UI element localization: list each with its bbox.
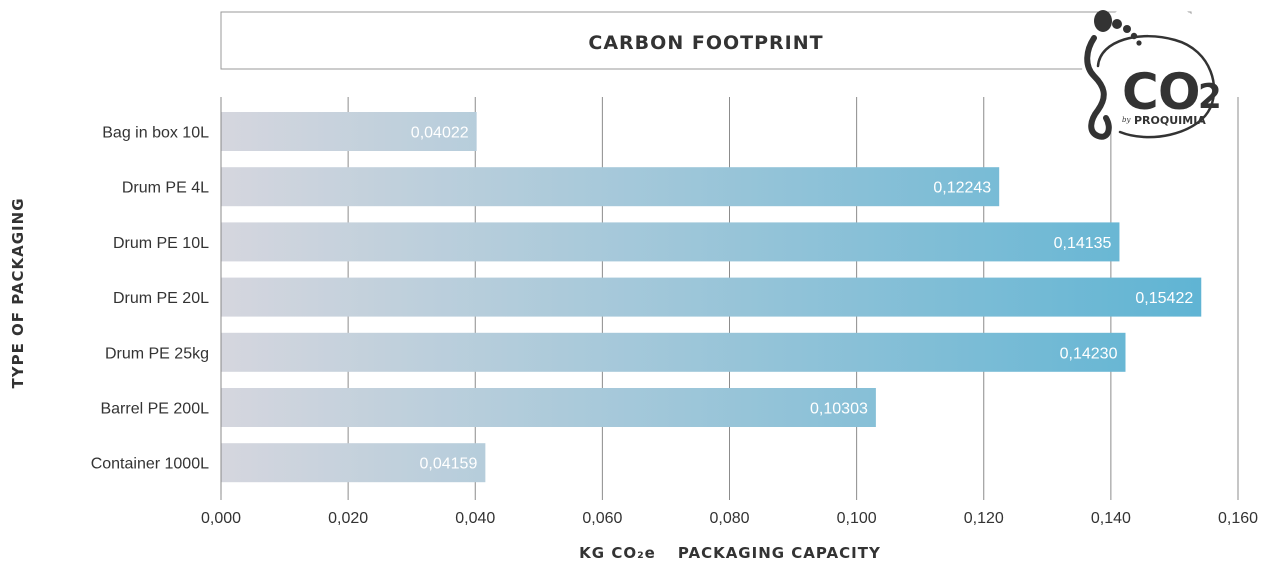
x-tick-label: 0,020 bbox=[328, 510, 368, 527]
bar bbox=[221, 443, 486, 483]
category-label: Barrel PE 200L bbox=[100, 401, 209, 418]
bar bbox=[221, 388, 876, 427]
bar bbox=[221, 332, 1126, 372]
x-tick-label: 0,120 bbox=[964, 510, 1004, 527]
bar-value-label: 0,15422 bbox=[1135, 290, 1193, 307]
proquimia-logo: C O 2 by PROQUIMIA bbox=[1082, 2, 1222, 142]
category-label: Bag in box 10L bbox=[102, 125, 209, 142]
bar bbox=[221, 222, 1120, 262]
category-label: Drum PE 25kg bbox=[105, 345, 209, 362]
bar-value-label: 0,14135 bbox=[1054, 235, 1112, 252]
x-tick-label: 0,080 bbox=[709, 510, 749, 527]
bar-value-label: 0,04159 bbox=[420, 456, 478, 473]
x-tick-label: 0,140 bbox=[1091, 510, 1131, 527]
bar-value-label: 0,12243 bbox=[933, 180, 991, 197]
category-label: Drum PE 20L bbox=[113, 290, 209, 307]
logo-badge bbox=[1082, 2, 1222, 142]
logo-co2: C bbox=[1122, 63, 1159, 121]
chart-title: CARBON FOOTPRINT bbox=[588, 32, 823, 54]
bar-value-label: 0,10303 bbox=[810, 401, 868, 418]
category-label: Drum PE 10L bbox=[113, 235, 209, 252]
logo-brand: PROQUIMIA bbox=[1134, 114, 1206, 127]
bar bbox=[221, 112, 477, 151]
bar bbox=[221, 277, 1202, 317]
x-axis-unit: KG CO₂e bbox=[579, 544, 656, 562]
category-label: Drum PE 4L bbox=[122, 180, 209, 197]
x-tick-label: 0,040 bbox=[455, 510, 495, 527]
x-tick-label: 0,060 bbox=[582, 510, 622, 527]
x-axis-label: PACKAGING CAPACITY bbox=[678, 544, 881, 562]
bar bbox=[221, 167, 1000, 207]
logo-ring bbox=[1096, 34, 1216, 139]
category-label: Container 1000L bbox=[91, 456, 209, 473]
x-tick-label: 0,100 bbox=[837, 510, 877, 527]
logo-co2-2: 2 bbox=[1198, 77, 1222, 117]
y-axis-title: TYPE OF PACKAGING bbox=[9, 197, 27, 388]
logo-by: by bbox=[1122, 116, 1131, 124]
bar-value-label: 0,14230 bbox=[1060, 345, 1118, 362]
title-box bbox=[220, 11, 1192, 70]
bars bbox=[221, 112, 1202, 483]
bar-value-label: 0,04022 bbox=[411, 125, 469, 142]
x-tick-label: 0,160 bbox=[1218, 510, 1258, 527]
logo-co2-o: O bbox=[1158, 63, 1201, 121]
x-tick-label: 0,000 bbox=[201, 510, 241, 527]
labels: 0,000 0,020 0,040 0,060 0,080 0,100 0,120 0,140… bbox=[91, 125, 1258, 528]
x-axis-title: KG CO₂e PACKAGING CAPACITY bbox=[579, 544, 881, 562]
